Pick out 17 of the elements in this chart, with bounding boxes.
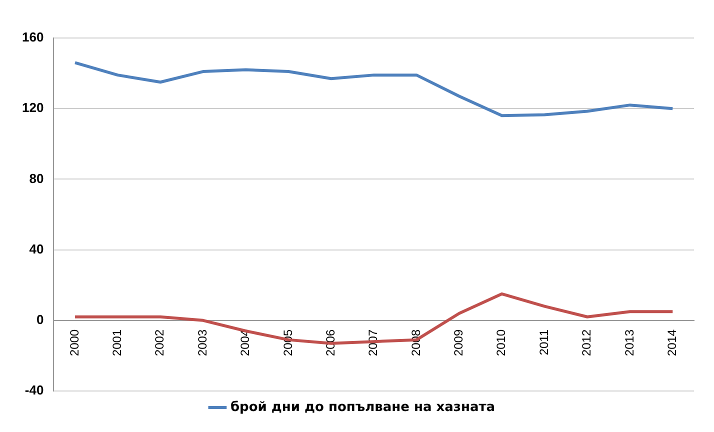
x-tick-label: 2012 <box>580 329 594 356</box>
x-tick-label: 2002 <box>152 329 167 356</box>
x-tick-label: 2011 <box>536 329 551 356</box>
y-tick-label: 120 <box>22 100 44 116</box>
y-tick-label: 40 <box>29 241 44 256</box>
x-tick-label: 2001 <box>110 329 124 356</box>
x-tick-label: 2003 <box>195 329 210 356</box>
legend-label: брой дни до попълване на хазната <box>230 400 496 415</box>
x-tick-label: 2000 <box>67 329 82 356</box>
y-tick-label: 160 <box>22 30 44 45</box>
y-tick-label: 80 <box>29 170 44 186</box>
y-tick-label: 0 <box>36 312 44 327</box>
y-tick-label: -40 <box>24 382 44 398</box>
x-tick-label: 2009 <box>452 329 466 356</box>
x-tick-label: 2010 <box>494 329 508 356</box>
x-tick-label: 2014 <box>664 329 679 356</box>
x-tick-label: 2013 <box>622 329 636 356</box>
